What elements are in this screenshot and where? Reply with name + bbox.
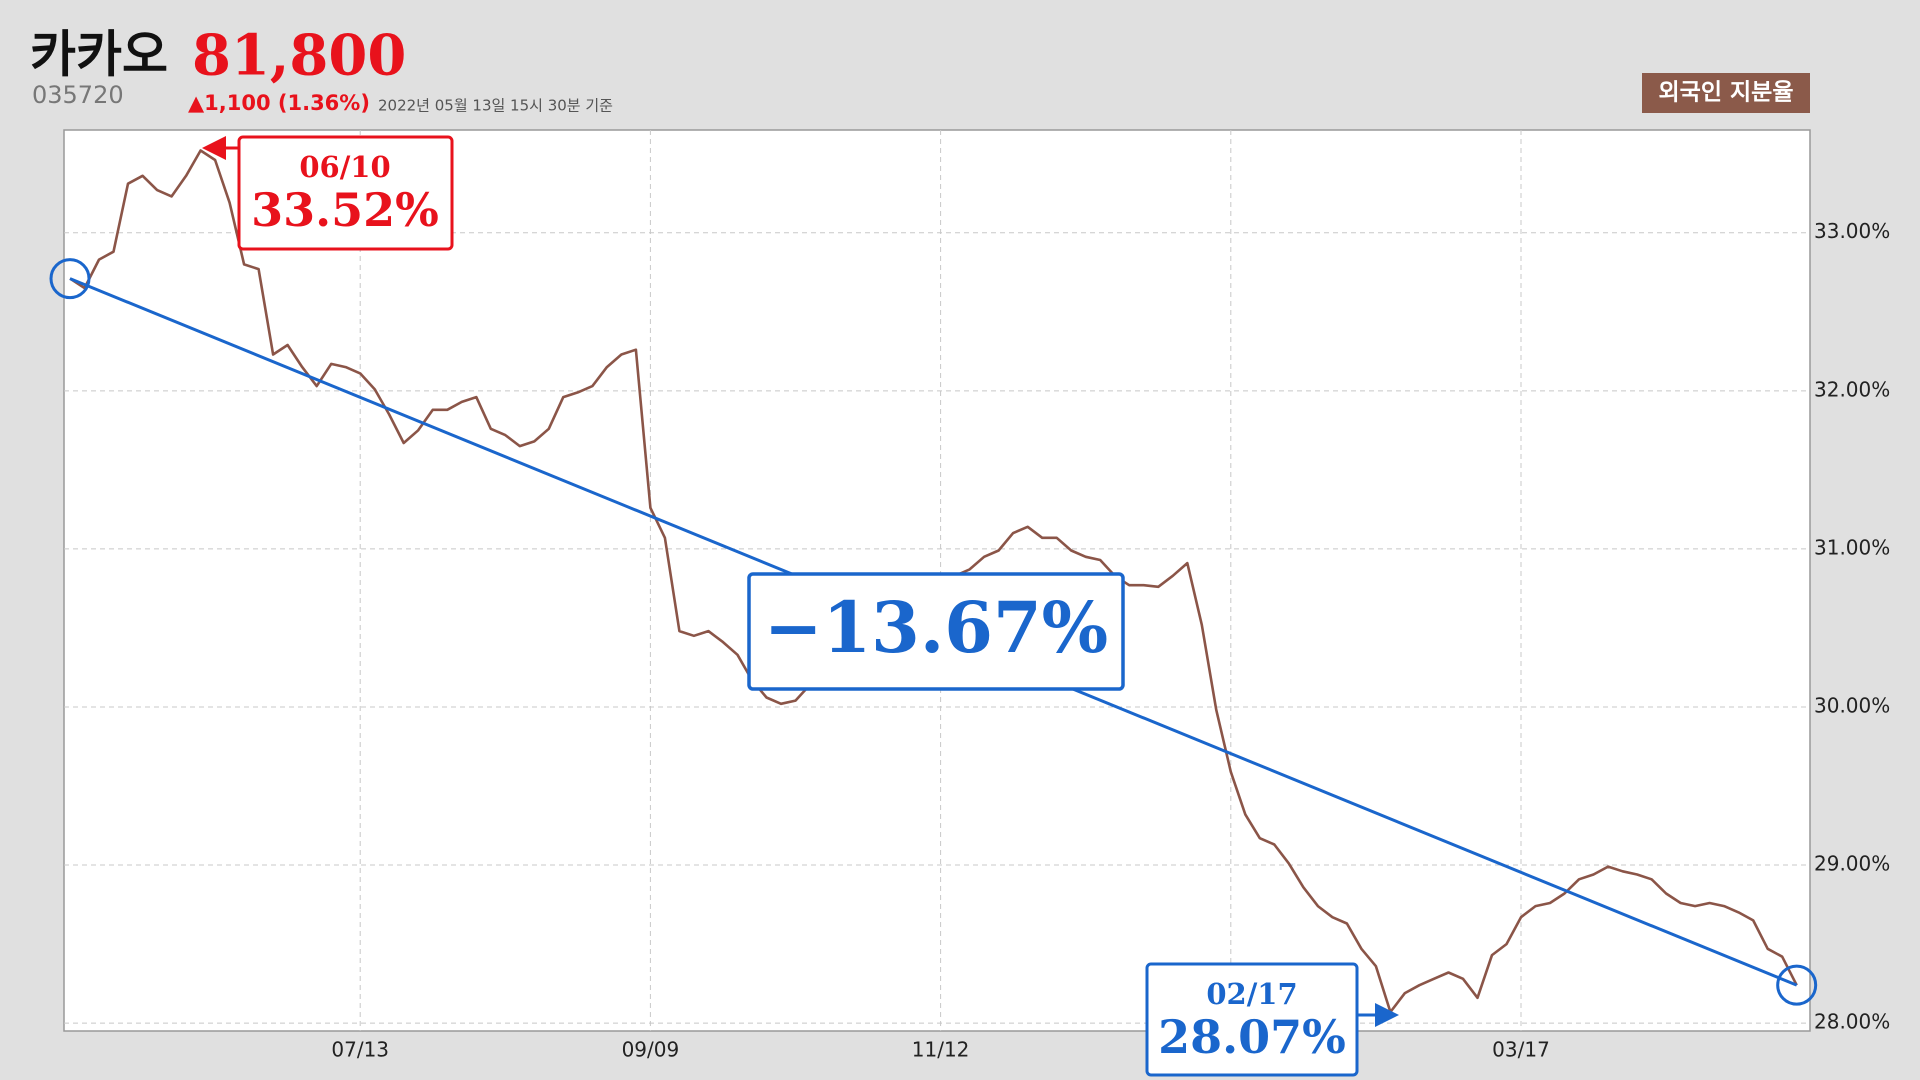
low-box [1145,962,1359,1077]
high-value: 33.52% [251,183,439,237]
stock-price: 81,800 [192,23,406,89]
x-tick-label: 07/13 [331,1038,389,1062]
y-tick-label: 33.00% [1814,219,1890,243]
price-change: ▲1,100 (1.36%) [188,91,370,115]
low-date: 02/17 [1206,977,1297,1011]
header: 카카오 81,800 035720 ▲1,100 (1.36%) 2022년 0… [30,23,1810,115]
high-date: 06/10 [299,150,390,184]
x-tick-label: 03/17 [1492,1038,1550,1062]
y-tick-label: 28.00% [1814,1010,1890,1034]
y-tick-label: 31.00% [1814,535,1890,559]
end-marker [1776,964,1818,1006]
x-tick-label: 09/09 [622,1038,680,1062]
x-tick-label: 11/12 [912,1038,970,1062]
annotations: 06/10 33.52% 02/17 28.07% −13.67% [202,135,1399,1077]
high-box [237,135,454,251]
low-value: 28.07% [1158,1010,1346,1064]
stock-code: 035720 [32,81,124,109]
timestamp: 2022년 05월 13일 15시 30분 기준 [378,97,613,115]
change-box [747,572,1125,691]
y-tick-label: 32.00% [1814,377,1890,401]
badge-bg [1642,73,1810,113]
change-value: −13.67% [764,586,1108,669]
y-tick-label: 29.00% [1814,852,1890,876]
y-tick-label: 30.00% [1814,693,1890,717]
badge: 외국인 지분율 [1659,80,1794,106]
start-marker [49,258,91,300]
stock-name: 카카오 [30,26,168,84]
